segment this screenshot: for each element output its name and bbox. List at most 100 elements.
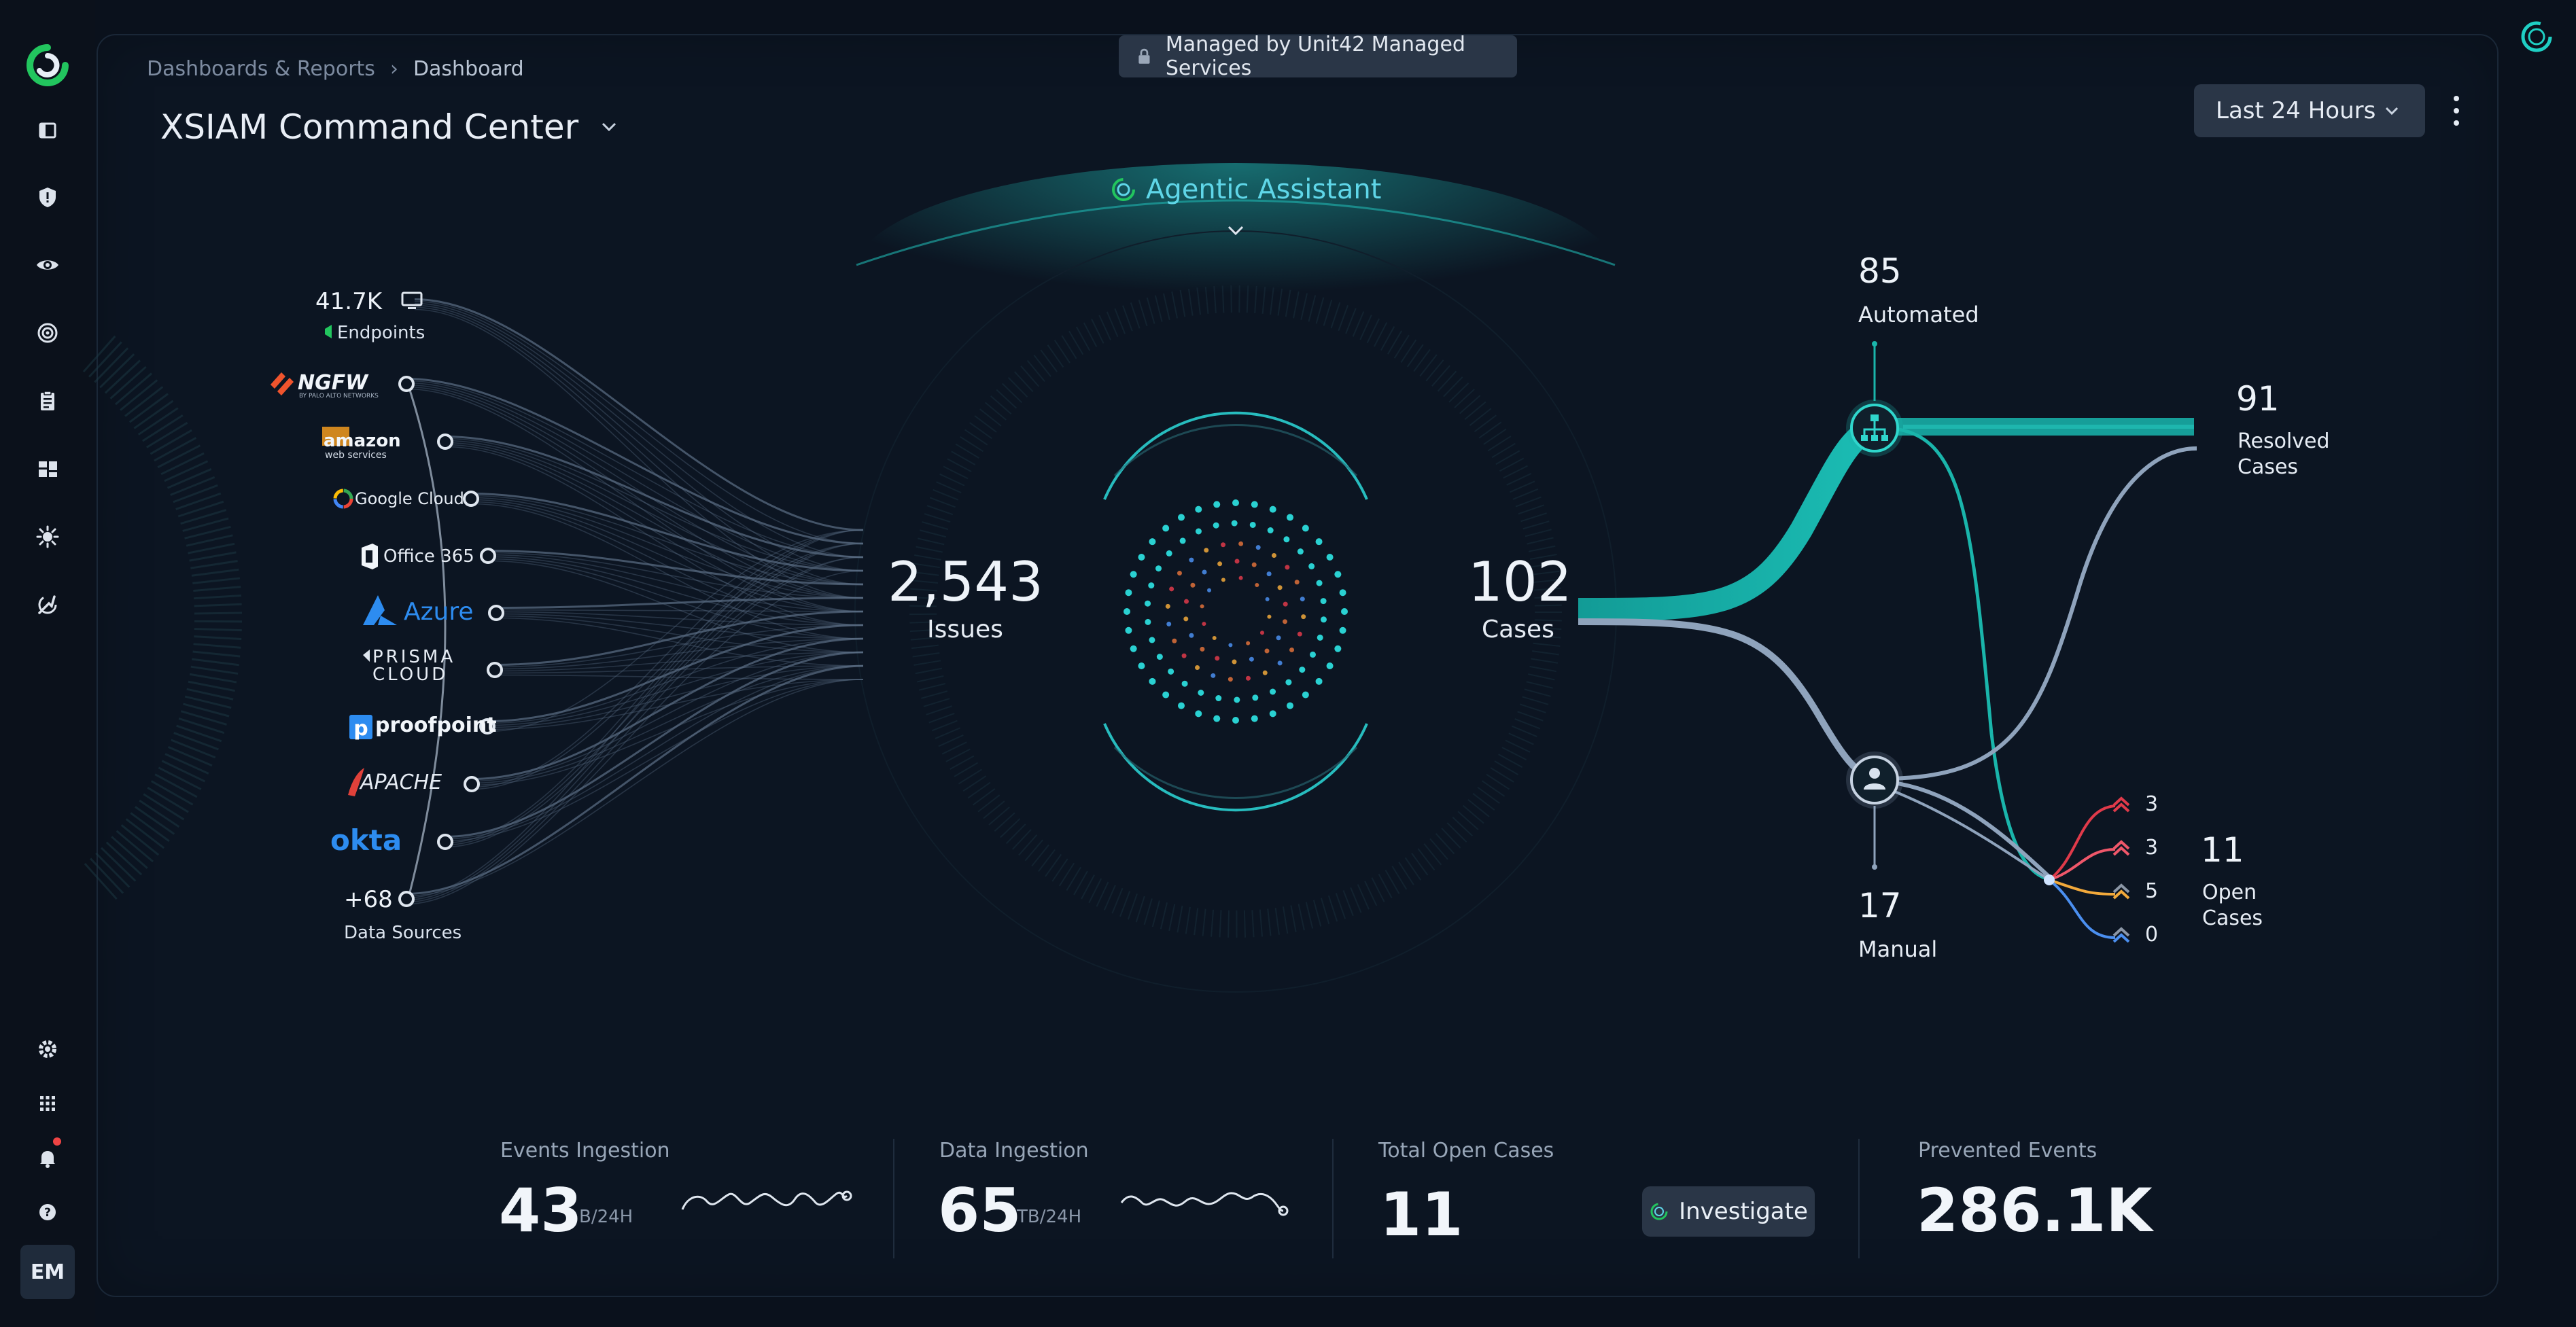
managed-services-banner: Managed by Unit42 Managed Services [1119, 33, 1517, 80]
integrations-icon[interactable] [31, 520, 64, 553]
google-cloud-icon [333, 489, 353, 509]
aws-logo-icon [322, 427, 349, 446]
chevron-down-icon[interactable] [1225, 222, 1247, 239]
open-label: Open [2202, 881, 2257, 904]
cortex-logo-icon[interactable] [26, 43, 69, 87]
shield-icon[interactable] [31, 181, 64, 213]
severity-high-count: 3 [2145, 836, 2159, 860]
vendor-amazon[interactable]: amazon [324, 431, 401, 451]
double-chevron-up-icon [2112, 796, 2130, 812]
severity-critical[interactable]: 3 [2110, 792, 2158, 816]
vendor-google-cloud[interactable]: Google Cloud [355, 489, 464, 508]
manual-label: Manual [1858, 936, 1938, 962]
severity-critical-count: 3 [2145, 792, 2159, 816]
cases-label: Cases [1482, 616, 1554, 643]
metric-divider [1858, 1139, 1860, 1258]
breadcrumb-separator-icon: › [389, 57, 398, 81]
more-sources-count[interactable]: +68 [344, 886, 393, 913]
automated-count[interactable]: 85 [1858, 251, 1902, 291]
events-ingestion-unit: B/24H [579, 1207, 633, 1227]
ngfw-logo-icon [271, 372, 294, 395]
eye-icon[interactable] [31, 249, 64, 281]
more-sources-label: Data Sources [344, 923, 462, 943]
open-label-2: Cases [2202, 906, 2263, 930]
monitor-icon [401, 291, 423, 309]
severity-medium[interactable]: 5 [2110, 879, 2158, 903]
managed-services-text: Managed by Unit42 Managed Services [1165, 33, 1465, 80]
events-ingestion-value[interactable]: 43 [499, 1175, 582, 1245]
issues-label: Issues [927, 616, 1003, 643]
automation-icon[interactable] [31, 588, 64, 621]
total-open-cases-value[interactable]: 11 [1380, 1180, 1463, 1250]
agentic-assistant-label: Agentic Assistant [1146, 174, 1382, 205]
modules-icon[interactable] [31, 453, 64, 485]
left-hatch-arc [82, 335, 242, 902]
issue-particle-ring [1124, 499, 1348, 724]
resolved-count[interactable]: 91 [2236, 379, 2280, 419]
vendor-ngfw[interactable]: NGFW [298, 371, 368, 395]
assistant-ring-icon [1650, 1203, 1668, 1220]
double-chevron-up-icon [2112, 839, 2130, 855]
time-range-select[interactable]: Last 24 Hours [2194, 84, 2425, 137]
dashboards-icon[interactable] [31, 114, 64, 147]
ngfw-subtitle: BY PALO ALTO NETWORKS [299, 393, 379, 400]
agentic-assistant-button[interactable]: Agentic Assistant [1111, 174, 1381, 205]
clipboard-icon[interactable] [31, 385, 64, 417]
source-nodes [398, 376, 504, 907]
severity-low-count: 0 [2145, 923, 2159, 946]
office365-icon [362, 544, 378, 569]
breadcrumb-current: Dashboard [413, 57, 524, 81]
page-title[interactable]: XSIAM Command Center [160, 107, 621, 147]
vendor-azure[interactable]: Azure [404, 598, 474, 626]
resolved-label-2: Cases [2238, 455, 2299, 479]
open-count[interactable]: 11 [2201, 830, 2244, 870]
severity-medium-count: 5 [2145, 879, 2159, 903]
severity-high[interactable]: 3 [2110, 836, 2158, 860]
manual-node-icon [1846, 751, 1903, 809]
svg-text:p: p [353, 717, 368, 741]
apache-feather-icon [348, 768, 364, 796]
endpoints-label: Endpoints [337, 323, 425, 343]
data-sparkline [1120, 1192, 1284, 1212]
aws-subtitle: web services [325, 450, 387, 461]
assistant-ring-icon[interactable] [2519, 19, 2554, 54]
issues-count[interactable]: 2,543 [888, 550, 1044, 614]
cases-count[interactable]: 102 [1468, 550, 1572, 614]
prevented-events-value[interactable]: 286.1K [1917, 1175, 2153, 1245]
breadcrumb-parent[interactable]: Dashboards & Reports [147, 57, 375, 81]
lock-icon [1138, 48, 1150, 64]
user-avatar[interactable]: EM [20, 1245, 75, 1299]
vendor-prisma-cloud[interactable]: PRISMA CLOUD [372, 647, 456, 685]
settings-gear-icon[interactable] [31, 1033, 64, 1065]
vendor-okta[interactable]: okta [330, 824, 402, 857]
endpoints-count: 41.7K [315, 288, 382, 315]
vendor-proofpoint[interactable]: proofpoint [375, 713, 497, 737]
manual-count[interactable]: 17 [1858, 886, 1902, 925]
bell-icon[interactable] [31, 1142, 64, 1174]
more-options-icon[interactable] [2444, 92, 2469, 129]
investigate-button[interactable]: Investigate [1642, 1186, 1815, 1237]
proofpoint-logo-icon: p [349, 715, 372, 741]
help-icon[interactable]: ? [31, 1196, 64, 1228]
data-ingestion-value[interactable]: 65 [938, 1175, 1022, 1245]
severity-low[interactable]: 0 [2110, 923, 2158, 946]
breadcrumb: Dashboards & Reports › Dashboard [147, 57, 524, 81]
automated-label: Automated [1858, 302, 1979, 328]
events-sparkline [681, 1191, 848, 1210]
data-ingestion-unit: TB/24H [1017, 1207, 1082, 1227]
chevron-down-icon [2385, 107, 2399, 116]
chevron-up-icon [2112, 883, 2130, 899]
chevron-up-icon [2112, 926, 2130, 942]
vendor-office365[interactable]: Office 365 [383, 546, 474, 567]
page-title-text: XSIAM Command Center [160, 107, 579, 147]
source-flow-lines [406, 298, 864, 905]
left-rail: ? EM [0, 0, 95, 1327]
apps-grid-icon[interactable] [31, 1087, 64, 1120]
data-ingestion-title: Data Ingestion [939, 1139, 1089, 1163]
vendor-apache[interactable]: APACHE [360, 771, 442, 794]
target-icon[interactable] [31, 317, 64, 349]
azure-logo-icon [363, 595, 397, 625]
chevron-down-icon[interactable] [597, 116, 621, 139]
svg-text:?: ? [44, 1206, 51, 1220]
